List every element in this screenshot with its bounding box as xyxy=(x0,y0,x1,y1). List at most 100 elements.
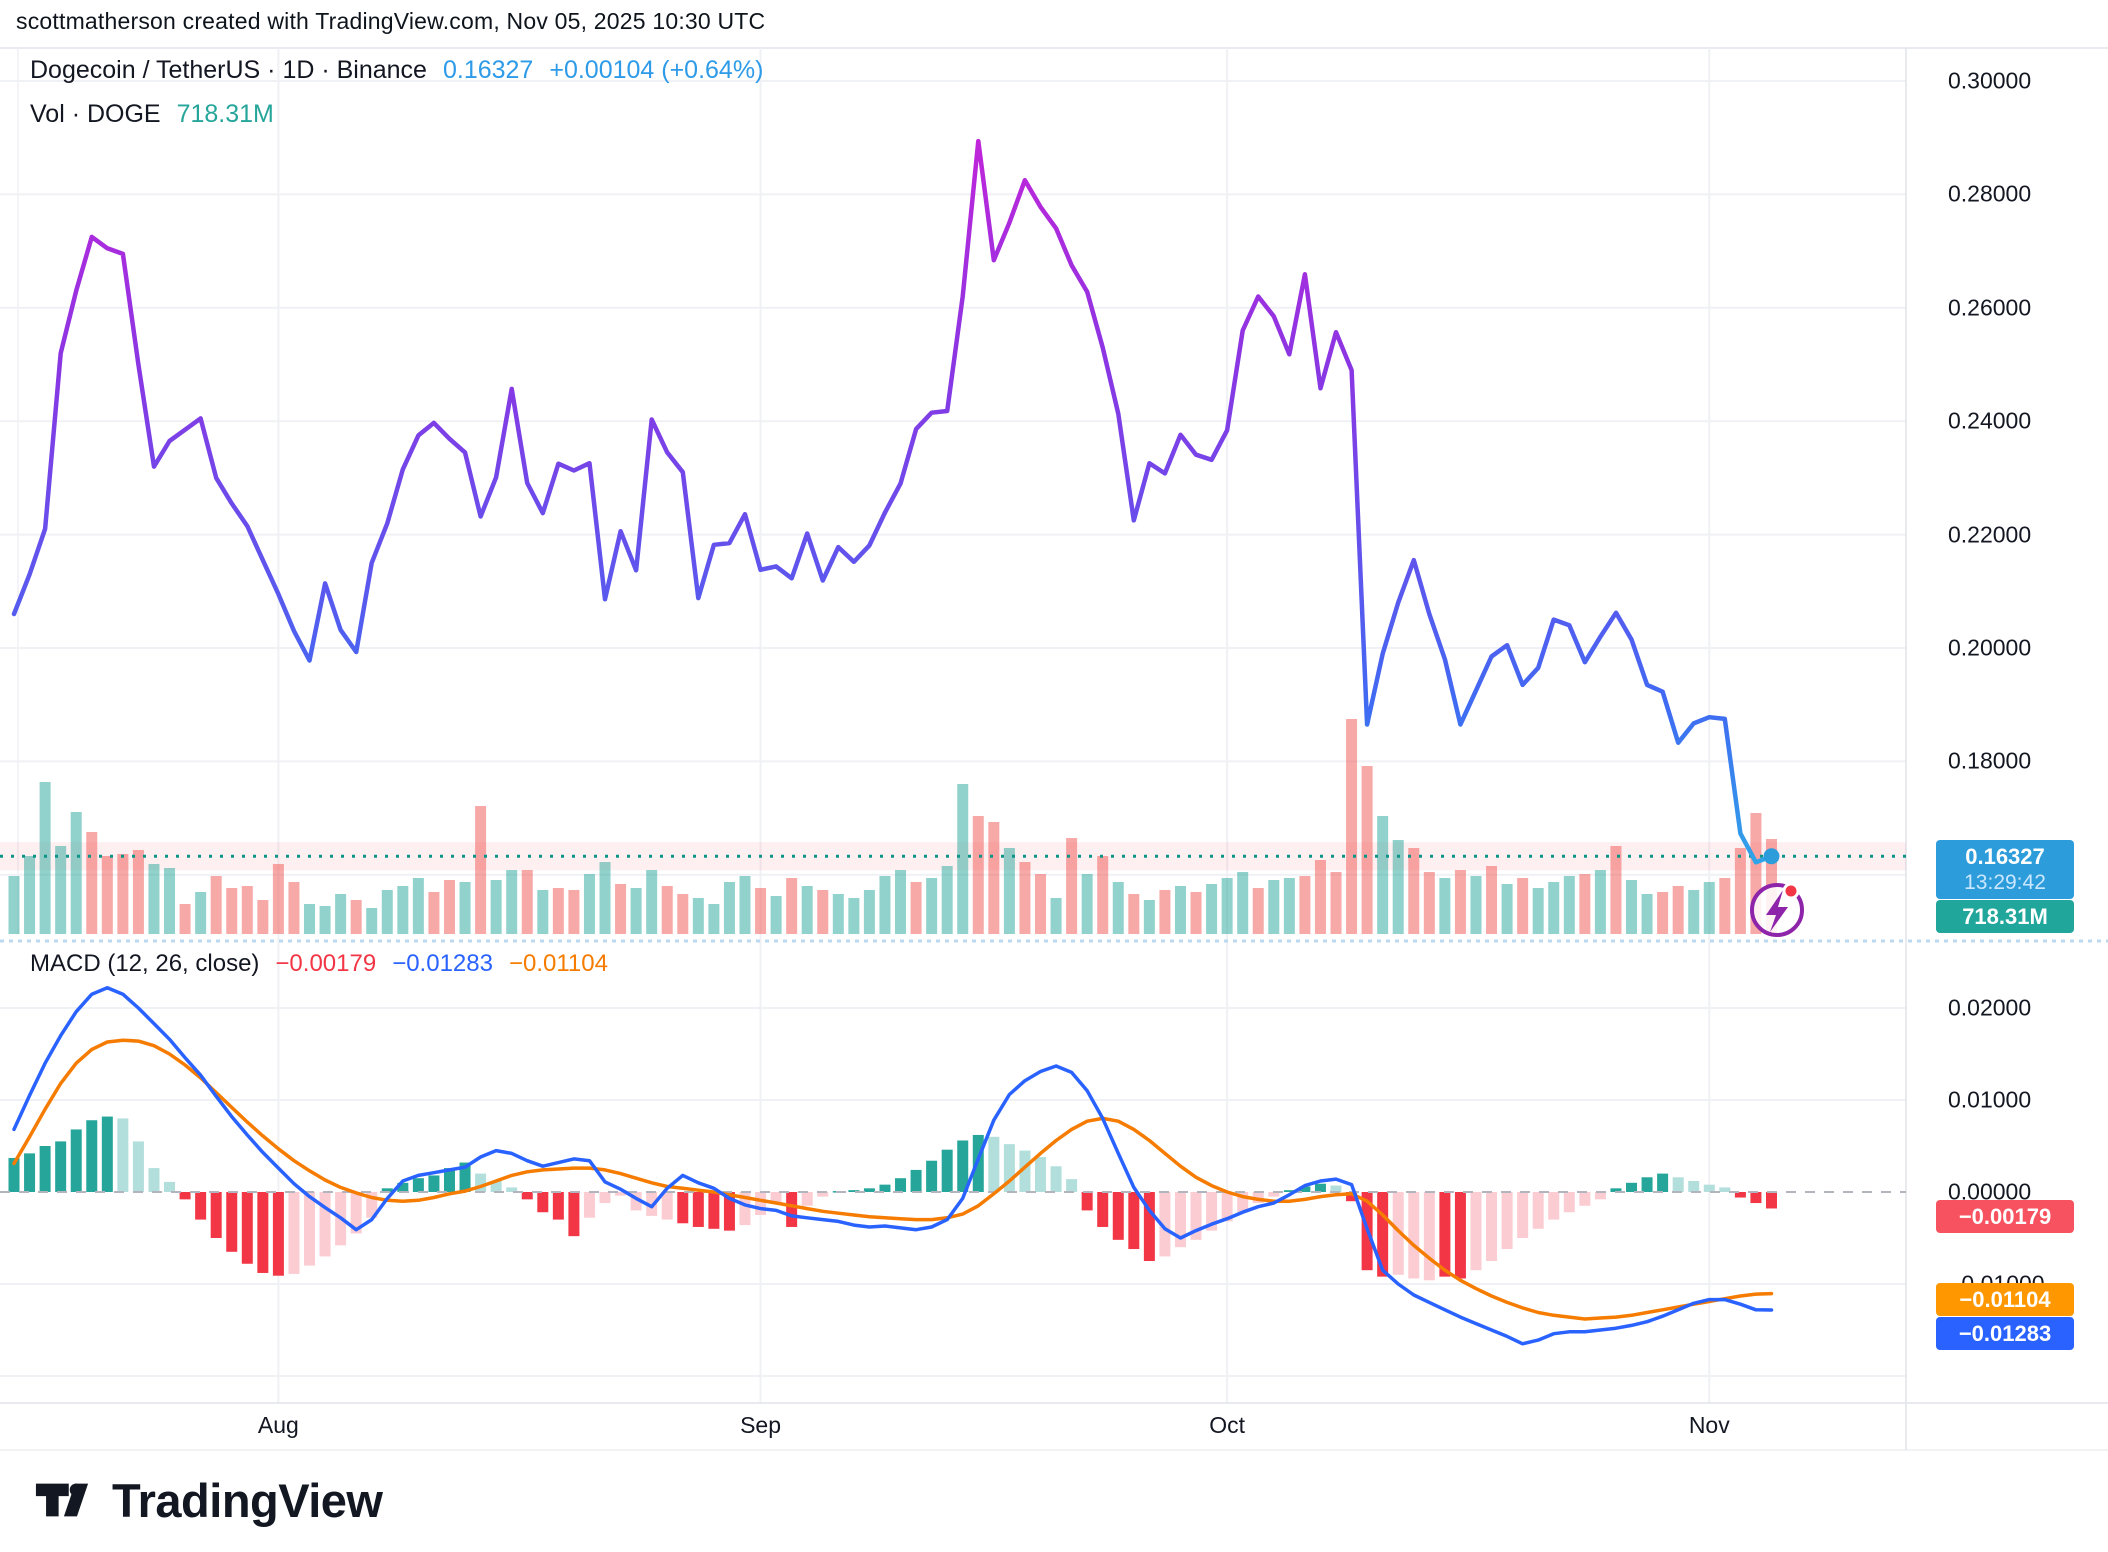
macd-hist-bar xyxy=(195,1192,207,1220)
volume-bar xyxy=(304,904,316,934)
macd-hist-bar xyxy=(1563,1192,1575,1213)
macd-hist-bar xyxy=(1657,1173,1669,1192)
volume-bar xyxy=(599,862,611,934)
macd-hist-bar xyxy=(1346,1192,1358,1202)
volume-bar xyxy=(1688,890,1700,934)
volume-bar xyxy=(723,882,735,934)
macd-hist-bar xyxy=(55,1141,67,1192)
volume-bar xyxy=(70,812,82,934)
volume-bar xyxy=(972,816,984,934)
macd-signal-badge: −0.01104 xyxy=(1936,1283,2074,1316)
macd-hist-bar xyxy=(1003,1144,1015,1192)
macd-hist-bar xyxy=(257,1192,269,1273)
macd-hist-bar xyxy=(1159,1192,1171,1257)
macd-hist-bar xyxy=(8,1157,20,1192)
macd-hist-bar xyxy=(86,1120,98,1192)
volume-bar xyxy=(863,890,875,934)
lightning-icon[interactable] xyxy=(1766,890,1788,932)
volume-bar xyxy=(832,894,844,934)
macd-hist-bar xyxy=(1517,1192,1529,1238)
macd-hist-bar xyxy=(288,1192,300,1274)
tradingview-logo[interactable]: TradingView xyxy=(34,1472,383,1528)
last-price-band xyxy=(0,842,1906,871)
volume-bar xyxy=(1190,892,1202,934)
last-price: 0.16327 xyxy=(442,56,534,84)
notification-dot-icon xyxy=(1782,882,1800,900)
volume-bar xyxy=(910,882,922,934)
macd-hist-bar xyxy=(1190,1192,1202,1240)
macd-hist-bar xyxy=(1392,1192,1404,1275)
price-tick-label: 0.28000 xyxy=(1948,180,2032,207)
macd-hist-bar xyxy=(1532,1192,1544,1229)
volume-bar xyxy=(708,904,720,934)
last-price-badge: 0.16327 13:29:42 xyxy=(1936,840,2074,899)
macd-hist-bar xyxy=(646,1192,658,1216)
macd-hist-bar xyxy=(1112,1192,1124,1240)
last-price-badge-value: 0.16327 xyxy=(1965,844,2045,869)
macd-hist-badge: −0.00179 xyxy=(1936,1200,2074,1233)
volume-bar xyxy=(412,878,424,934)
volume-bar xyxy=(1019,862,1031,934)
volume-bar xyxy=(1361,766,1373,934)
macd-hist-bar xyxy=(1610,1188,1622,1192)
macd-hist-bar xyxy=(879,1184,891,1192)
volume-bar xyxy=(1206,884,1218,934)
volume-bar xyxy=(1143,900,1155,934)
price-tick-label: 0.18000 xyxy=(1948,747,2032,774)
macd-hist-bar xyxy=(926,1160,938,1192)
volume-bar xyxy=(428,892,440,934)
volume-bar xyxy=(257,900,269,934)
macd-hist-bar xyxy=(39,1146,51,1192)
macd-hist-bar xyxy=(661,1192,673,1220)
volume-bar xyxy=(1268,880,1280,934)
month-label-nov: Nov xyxy=(1688,1412,1730,1438)
volume-bar xyxy=(817,890,829,934)
macd-hist-bar xyxy=(1719,1187,1731,1192)
volume-bar xyxy=(1097,856,1109,934)
macd-hist-bar xyxy=(506,1187,518,1192)
macd-hist-bar xyxy=(723,1192,735,1231)
macd-line xyxy=(12,986,1774,1346)
macd-hist-bar xyxy=(1423,1192,1435,1281)
volume-bar xyxy=(1299,876,1311,934)
volume-bar xyxy=(1626,880,1638,934)
volume-bar xyxy=(55,846,67,934)
macd-hist-bar xyxy=(786,1192,798,1227)
macd-hist-bar xyxy=(521,1192,533,1200)
macd-hist-bar xyxy=(1174,1192,1186,1248)
volume-bar xyxy=(1750,813,1762,934)
macd-label: MACD (12, 26, close) xyxy=(30,950,260,977)
macd-hist-bar xyxy=(957,1140,969,1192)
macd-hist-bar xyxy=(1314,1183,1326,1192)
volume-bar xyxy=(568,890,580,934)
volume-bar xyxy=(490,880,502,934)
volume-bar xyxy=(552,888,564,934)
macd-line-value: −0.01283 xyxy=(392,950,493,977)
volume-bar xyxy=(1237,872,1249,934)
macd-hist-bar xyxy=(755,1192,767,1215)
macd-hist-bar xyxy=(70,1129,82,1192)
volume-bar xyxy=(226,888,238,934)
month-label-sep: Sep xyxy=(740,1412,781,1438)
volume-bar xyxy=(879,876,891,934)
tradingview-logo-icon xyxy=(35,1483,89,1517)
macd-hist-bar xyxy=(1688,1180,1700,1192)
macd-hist-bar xyxy=(615,1192,627,1196)
volume-bar xyxy=(132,850,144,934)
price-change: +0.00104 (+0.64%) xyxy=(549,56,764,84)
macd-hist-bar xyxy=(1299,1186,1311,1192)
volume-bar xyxy=(39,782,51,934)
macd-hist-bar xyxy=(148,1168,160,1192)
volume-bar xyxy=(1486,866,1498,934)
macd-hist-bar xyxy=(397,1182,409,1192)
macd-hist-bar xyxy=(895,1178,907,1192)
volume-bar xyxy=(661,886,673,934)
macd-hist-bar xyxy=(1283,1190,1295,1192)
macd-hist-bar xyxy=(817,1192,829,1197)
macd-hist-bar xyxy=(132,1141,144,1192)
macd-hist-bar xyxy=(770,1192,782,1204)
macd-hist-bar xyxy=(241,1192,253,1264)
macd-header: MACD (12, 26, close) −0.00179 −0.01283 −… xyxy=(30,950,608,978)
